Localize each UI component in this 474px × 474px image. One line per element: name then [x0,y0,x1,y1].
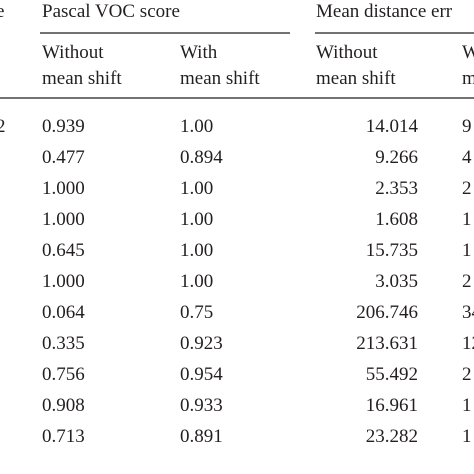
cell: 206.746 [356,302,418,323]
cell: 1 [462,240,472,261]
cell: 1.000 [42,178,85,199]
cell: 2.353 [375,178,418,199]
cell: 12 [462,333,474,354]
cell: 0.477 [42,147,85,168]
cell: 23.282 [366,426,418,447]
cell: 4 [462,147,472,168]
cell: 16.961 [366,395,418,416]
header-fragment: e [0,1,4,22]
cell: 1 [462,395,472,416]
cell: 0.891 [180,426,223,447]
cell: 1.608 [375,209,418,230]
cell: 0.064 [42,302,85,323]
cell: 0.939 [42,116,85,137]
cell: 0.923 [180,333,223,354]
cell: 0.713 [42,426,85,447]
cell: 9 [462,116,472,137]
cell: 3.035 [375,271,418,292]
group-header: Pascal VOC score [42,1,180,22]
cell: 2 [462,364,472,385]
cell: 1.00 [180,116,213,137]
cell: 55.492 [366,364,418,385]
subheader: Without [42,42,104,63]
cell: 0.645 [42,240,85,261]
cell: 1.00 [180,178,213,199]
cell: 34 [462,302,474,323]
cell: 1.000 [42,271,85,292]
cell: 1.00 [180,240,213,261]
cell: 1.00 [180,209,213,230]
cell: 2 [462,178,472,199]
row-fragment: 2 [0,116,6,137]
cell: 0.335 [42,333,85,354]
cell: 1.000 [42,209,85,230]
subheader: mean shift [42,68,122,89]
cell: 0.933 [180,395,223,416]
subheader: me [462,68,474,89]
cell: 1.00 [180,271,213,292]
cell: 0.894 [180,147,223,168]
cell: 1 [462,209,472,230]
subheader: With [180,42,218,63]
subheader: W [462,42,474,63]
cell: 14.014 [366,116,419,137]
cell: 1 [462,426,472,447]
cell: 0.756 [42,364,85,385]
subheader: Without [316,42,378,63]
cell: 213.631 [356,333,418,354]
cell: 0.954 [180,364,223,385]
cell: 2 [462,271,472,292]
subheader: mean shift [180,68,260,89]
cell: 9.266 [375,147,418,168]
cell: 0.75 [180,302,213,323]
group-header: Mean distance err [316,1,453,22]
cell: 15.735 [366,240,418,261]
subheader: mean shift [316,68,396,89]
cell: 0.908 [42,395,85,416]
